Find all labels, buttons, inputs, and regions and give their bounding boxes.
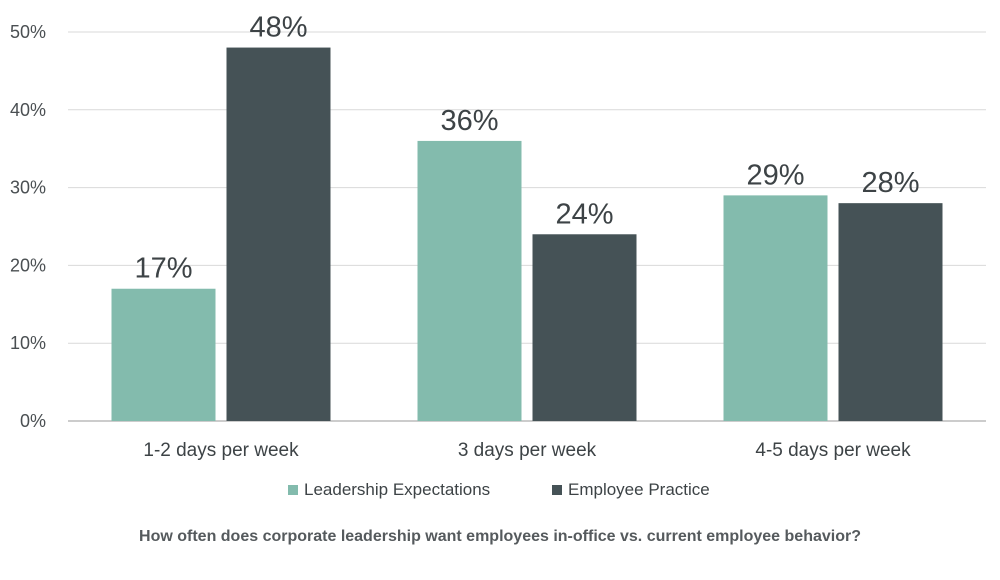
data-label: 29% (746, 159, 804, 191)
bar-employee-3 (838, 203, 943, 421)
gridlines (68, 31, 986, 422)
legend-label: Leadership Expectations (304, 480, 490, 499)
data-label: 36% (440, 105, 498, 137)
bar-employee-1 (226, 47, 331, 422)
y-axis-ticks: 0% 10% 20% 30% 40% 50% (10, 22, 46, 431)
data-labels: 17% 48% 36% 24% 29% 28% (134, 12, 919, 285)
y-tick-label: 10% (10, 333, 46, 353)
data-label: 24% (555, 198, 613, 230)
x-axis-categories: 1-2 days per week 3 days per week 4-5 days… (143, 440, 911, 461)
legend-label: Employee Practice (568, 480, 710, 499)
bar-leadership-2 (417, 140, 522, 422)
legend: Leadership Expectations Employee Practice (288, 480, 710, 499)
category-label: 3 days per week (458, 440, 597, 461)
data-label: 28% (861, 167, 919, 199)
chart-caption: How often does corporate leadership want… (139, 528, 861, 545)
y-tick-label: 20% (10, 255, 46, 275)
y-tick-label: 30% (10, 178, 46, 198)
bars (111, 47, 943, 422)
bar-leadership-3 (723, 195, 828, 421)
data-label: 48% (249, 12, 307, 44)
bar-employee-2 (532, 234, 637, 421)
y-tick-label: 50% (10, 22, 46, 42)
y-tick-label: 40% (10, 100, 46, 120)
legend-swatch (552, 485, 562, 495)
category-label: 1-2 days per week (143, 440, 299, 461)
category-label: 4-5 days per week (755, 440, 911, 461)
data-label: 17% (134, 253, 192, 285)
y-tick-label: 0% (20, 411, 46, 431)
bar-leadership-1 (111, 288, 216, 421)
legend-swatch (288, 485, 298, 495)
